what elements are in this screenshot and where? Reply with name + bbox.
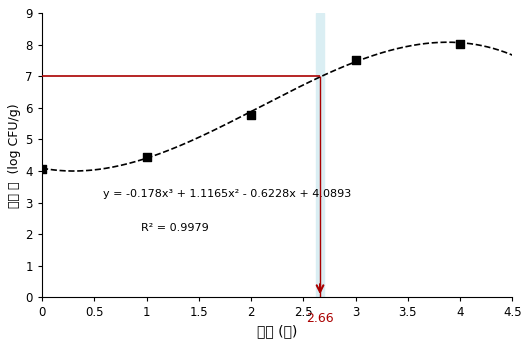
Point — [456, 41, 464, 47]
Text: y = -0.178x³ + 1.1165x² - 0.6228x + 4.0893: y = -0.178x³ + 1.1165x² - 0.6228x + 4.08… — [103, 189, 351, 199]
X-axis label: 시간 (일): 시간 (일) — [257, 325, 297, 339]
Point — [351, 57, 360, 63]
Y-axis label: 세균 수  (log CFU/g): 세균 수 (log CFU/g) — [8, 103, 21, 208]
Text: R² = 0.9979: R² = 0.9979 — [141, 223, 208, 233]
Bar — [316, 13, 324, 297]
Point — [247, 112, 255, 118]
Point — [142, 154, 151, 160]
Point — [38, 167, 46, 172]
Text: 2.66: 2.66 — [306, 312, 334, 325]
